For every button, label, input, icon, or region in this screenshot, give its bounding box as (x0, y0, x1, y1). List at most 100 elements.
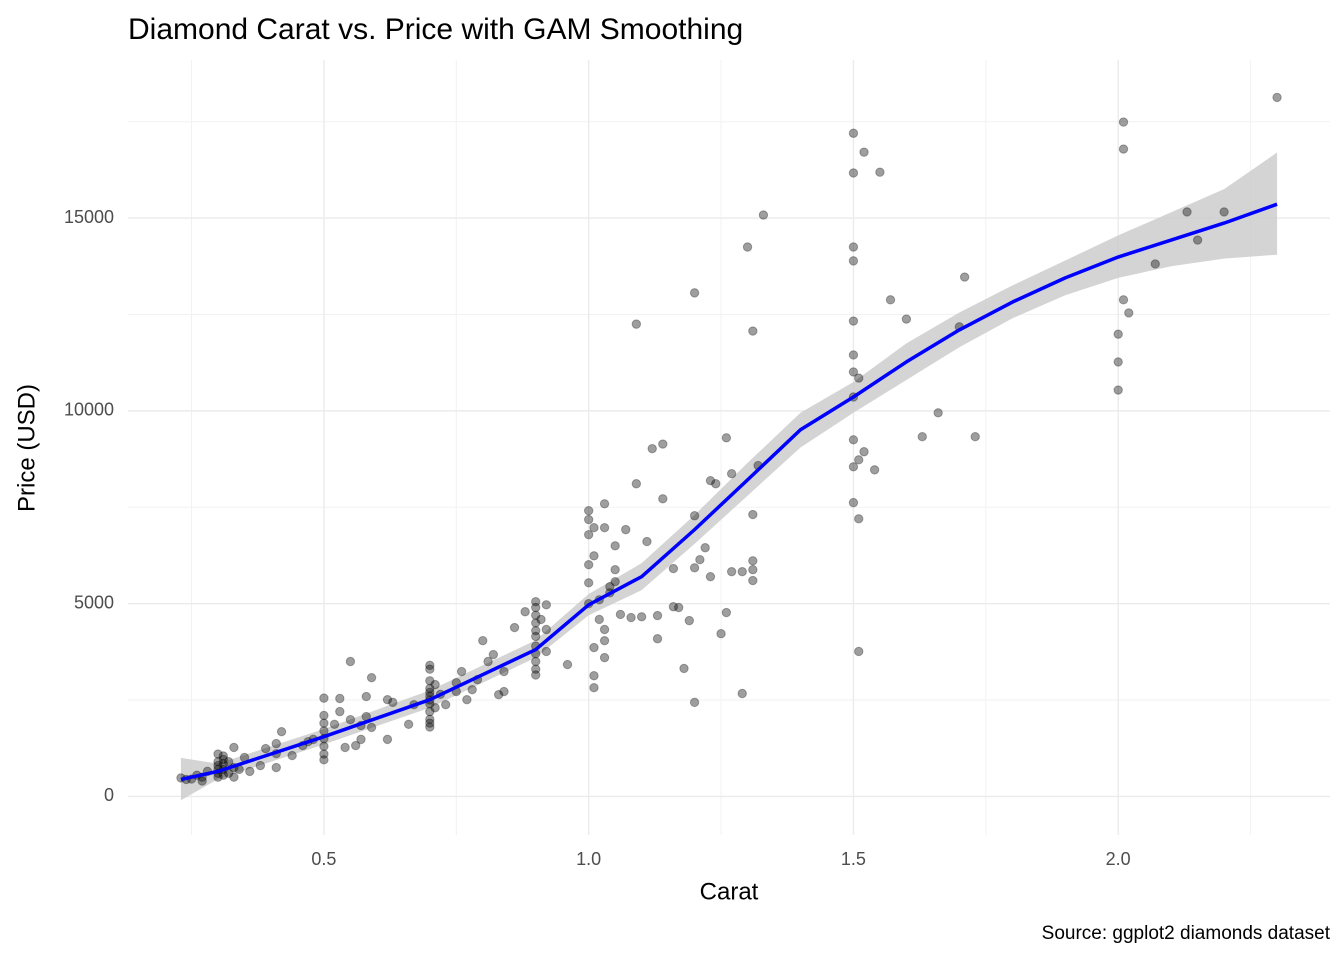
data-point (711, 479, 721, 489)
data-point (631, 479, 642, 489)
data-point (467, 684, 477, 695)
x-axis-label: Carat (700, 878, 759, 905)
data-point (848, 350, 859, 360)
data-point (229, 742, 239, 753)
data-point (583, 514, 594, 525)
data-point (589, 551, 599, 561)
data-point (652, 634, 663, 644)
data-point (748, 556, 758, 566)
data-point (848, 435, 859, 445)
data-point (531, 597, 541, 607)
data-point (610, 565, 620, 575)
data-point (499, 686, 509, 697)
data-point (1113, 329, 1123, 339)
data-point (531, 656, 541, 667)
data-point (531, 618, 541, 628)
data-point (271, 738, 281, 749)
data-point (599, 499, 610, 509)
data-point (583, 578, 594, 588)
data-point (531, 670, 541, 680)
data-point (562, 659, 573, 670)
data-point (668, 563, 679, 574)
data-point (689, 288, 700, 298)
data-point (854, 455, 864, 465)
data-point (917, 432, 927, 442)
data-point (605, 581, 615, 592)
data-point (1272, 92, 1282, 103)
data-point (758, 210, 769, 220)
data-point (425, 660, 435, 671)
data-point (509, 622, 520, 633)
data-point (350, 740, 361, 751)
data-point (854, 646, 864, 657)
data-point (583, 529, 594, 540)
data-point (705, 475, 716, 486)
confidence-band (180, 152, 1278, 801)
data-point (1113, 385, 1123, 395)
data-point (933, 408, 943, 418)
data-point (319, 710, 329, 721)
data-point (700, 543, 710, 553)
data-point (213, 757, 223, 767)
data-point (245, 766, 255, 777)
data-point (658, 439, 668, 449)
data-point (255, 760, 266, 771)
data-point (848, 242, 859, 252)
data-point (658, 494, 668, 504)
data-point (689, 511, 700, 521)
data-point (748, 326, 758, 336)
data-point (684, 615, 694, 626)
data-point (319, 718, 329, 728)
y-tick-label: 15000 (64, 207, 114, 227)
data-point (388, 697, 398, 708)
data-point (319, 741, 329, 752)
data-point (589, 683, 599, 693)
data-point (583, 506, 594, 516)
data-point (726, 469, 737, 479)
data-point (589, 642, 599, 653)
data-point (742, 242, 753, 252)
data-point (425, 683, 435, 694)
data-point (599, 635, 610, 646)
data-point (721, 433, 732, 443)
x-tick-label: 2.0 (1106, 849, 1131, 869)
data-point (276, 726, 287, 737)
x-tick-label: 1.0 (576, 849, 601, 869)
data-point (425, 676, 435, 686)
data-point (218, 751, 229, 761)
y-tick-label: 0 (104, 785, 114, 805)
data-point (499, 666, 509, 677)
data-point (1118, 117, 1129, 127)
data-point (329, 719, 340, 730)
data-point (599, 652, 610, 663)
data-point (541, 624, 552, 635)
data-point (197, 776, 207, 786)
data-point (213, 749, 223, 759)
data-point (737, 566, 747, 577)
data-point (229, 772, 239, 782)
data-point (599, 624, 610, 635)
data-point (478, 635, 488, 646)
data-point (425, 714, 435, 725)
data-point (345, 715, 356, 725)
data-point (319, 749, 329, 759)
data-point (361, 691, 371, 702)
data-point (721, 607, 732, 618)
data-point (589, 671, 599, 681)
data-point (1192, 235, 1203, 245)
caption: Source: ggplot2 diamonds dataset (1042, 923, 1331, 944)
data-point (425, 706, 435, 717)
data-point (493, 689, 504, 700)
data-point (1124, 308, 1134, 318)
data-point (541, 600, 552, 610)
data-point (859, 147, 869, 157)
data-point (430, 679, 440, 690)
data-point (854, 373, 864, 383)
data-point (319, 755, 329, 765)
data-point (652, 610, 663, 621)
data-point (626, 612, 636, 623)
data-point (959, 272, 970, 282)
data-point (441, 699, 451, 710)
